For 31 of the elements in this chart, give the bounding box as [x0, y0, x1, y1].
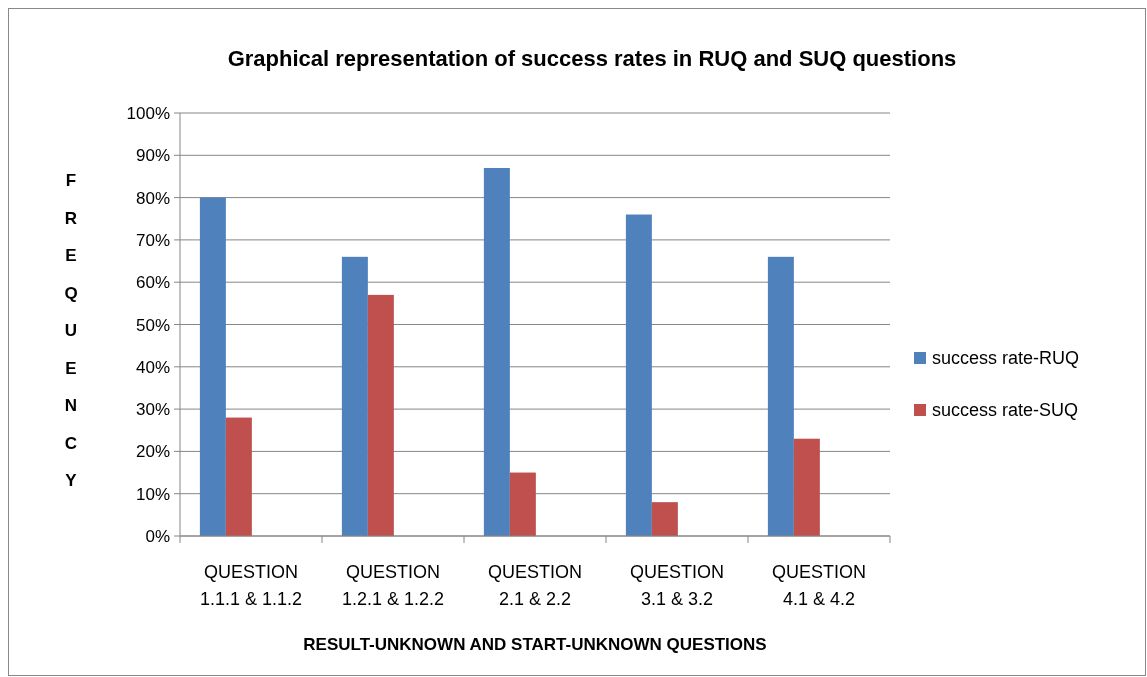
y-tick-label: 0% — [145, 527, 170, 546]
bar — [341, 256, 368, 536]
bar — [767, 256, 794, 536]
bar — [367, 294, 394, 536]
y-tick-label: 10% — [135, 484, 170, 504]
x-tick-label: QUESTION 1.1.1 & 1.1.2 — [199, 562, 303, 609]
x-axis-title: RESULT-UNKNOWN AND START-UNKNOWN QUESTIONS — [303, 635, 767, 654]
bar — [483, 167, 510, 536]
y-tick-label: 90% — [135, 146, 170, 166]
y-tick-label: 70% — [135, 230, 170, 250]
bar — [225, 417, 252, 536]
bar — [625, 214, 652, 536]
x-tick-label: QUESTION 4.1 & 4.2 — [771, 562, 867, 609]
bar — [509, 472, 536, 536]
bar — [651, 502, 678, 536]
chart-title: Graphical representation of success rates in RUQ and SUQ questions — [227, 46, 957, 71]
legend-label: success rate-RUQ — [932, 348, 1080, 368]
x-tick-label: QUESTION 1.2.1 & 1.2.2 — [341, 562, 445, 609]
text: FREQUENCY — [64, 171, 78, 490]
x-tick-label: QUESTION 3.1 & 3.2 — [629, 562, 725, 609]
y-tick-label: 80% — [135, 188, 170, 208]
legend-label: success rate-SUQ — [932, 400, 1079, 420]
y-tick-label: 20% — [135, 442, 170, 462]
bar — [793, 438, 820, 536]
y-tick-label: 50% — [135, 315, 170, 335]
y-tick-label: 30% — [135, 400, 170, 420]
bar — [199, 197, 226, 536]
y-tick-label: 40% — [135, 357, 170, 377]
y-tick-label: 60% — [135, 273, 170, 293]
x-tick-label: QUESTION 2.1 & 2.2 — [487, 562, 583, 609]
y-tick-label: 100% — [126, 104, 170, 123]
